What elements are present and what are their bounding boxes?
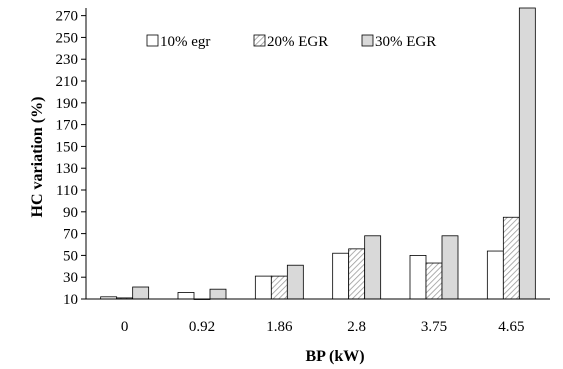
y-tick-label: 210 bbox=[56, 74, 79, 90]
x-tick-label: 2.8 bbox=[347, 319, 366, 335]
x-axis-title: BP (kW) bbox=[305, 348, 364, 365]
legend-swatch bbox=[361, 34, 374, 47]
y-tick-label: 190 bbox=[56, 96, 79, 112]
x-tick-label: 0.92 bbox=[189, 319, 215, 335]
plot-area: 0 0.92 1.86 2.8 3.75 4.65 10 30 50 70 90 110 130 150 1… bbox=[56, 7, 550, 335]
y-tick-label: 90 bbox=[63, 205, 78, 221]
y-tick-label: 170 bbox=[56, 118, 79, 134]
y-tick-label: 150 bbox=[56, 139, 79, 155]
bar-30-egr-0 bbox=[132, 286, 150, 300]
bar-30-egr-1-86 bbox=[286, 264, 304, 300]
y-tick-label: 10 bbox=[63, 292, 78, 308]
legend-label: 10% egr bbox=[160, 34, 210, 50]
y-axis-title: HC variation (%) bbox=[29, 97, 46, 218]
y-tick-label: 50 bbox=[63, 248, 78, 264]
bar-10-egr-1-86 bbox=[254, 275, 272, 300]
bar-10-egr-4-65 bbox=[486, 250, 504, 300]
x-tick-label: 1.86 bbox=[266, 319, 293, 335]
bar-10-egr-3-75 bbox=[409, 255, 427, 300]
bar-20-egr-1-86 bbox=[270, 275, 288, 300]
bar-20-egr-2-8 bbox=[348, 248, 366, 300]
y-tick-label: 30 bbox=[63, 270, 78, 286]
legend-swatch bbox=[146, 34, 159, 47]
legend-label: 20% EGR bbox=[267, 34, 328, 50]
x-tick-label: 0 bbox=[121, 319, 129, 335]
bar-20-egr-3-75 bbox=[425, 262, 443, 300]
legend: 10% egr 20% EGR 30% EGR bbox=[146, 34, 436, 50]
bar-10-egr-0-92 bbox=[177, 292, 195, 300]
bar-10-egr-2-8 bbox=[332, 252, 350, 300]
bar-30-egr-0-92 bbox=[209, 288, 227, 300]
y-tick-label: 130 bbox=[56, 161, 79, 177]
x-tick-label: 4.65 bbox=[498, 319, 524, 335]
y-tick-label: 70 bbox=[63, 227, 78, 243]
bar-30-egr-2-8 bbox=[364, 235, 382, 300]
bar-30-egr-4-65 bbox=[518, 7, 536, 300]
bar-20-egr-4-65 bbox=[502, 216, 520, 300]
y-tick-label: 250 bbox=[56, 30, 79, 46]
bar-30-egr-3-75 bbox=[441, 235, 459, 300]
legend-swatch bbox=[253, 34, 266, 47]
y-tick-label: 230 bbox=[56, 52, 79, 68]
x-tick-label: 3.75 bbox=[421, 319, 447, 335]
y-tick-label: 110 bbox=[56, 183, 78, 199]
y-tick-label: 270 bbox=[56, 9, 79, 25]
legend-label: 30% EGR bbox=[375, 34, 436, 50]
